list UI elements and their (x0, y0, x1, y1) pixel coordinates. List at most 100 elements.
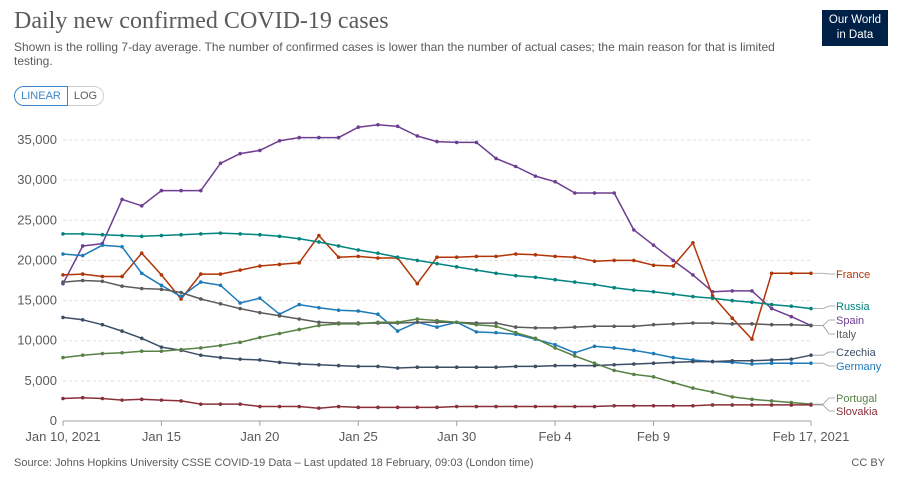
data-point-slovakia (435, 405, 439, 410)
data-point-russia (376, 251, 380, 256)
data-point-france (651, 263, 656, 268)
data-point-france (415, 281, 420, 286)
data-point-france (750, 337, 754, 341)
legend-label-portugal: Portugal (836, 393, 877, 405)
data-point-spain (632, 228, 636, 232)
legend-label-russia: Russia (836, 301, 871, 313)
x-tick-label: Jan 15 (142, 429, 181, 444)
data-point-france (80, 272, 85, 276)
data-point-italy (179, 290, 183, 295)
data-point-portugal (750, 397, 754, 402)
license-link[interactable]: CC BY (851, 457, 885, 469)
data-point-portugal (415, 317, 420, 321)
data-point-czechia (218, 355, 223, 360)
data-point-portugal (120, 350, 124, 355)
x-tick-label: Jan 10, 2021 (25, 429, 100, 444)
data-point-spain (198, 188, 203, 193)
data-point-germany (612, 346, 616, 350)
legend-leader-spain (813, 319, 835, 326)
data-point-germany (80, 253, 85, 258)
data-point-germany (651, 351, 656, 356)
data-point-portugal (238, 340, 242, 345)
data-point-slovakia (258, 404, 262, 409)
data-point-italy (100, 279, 105, 284)
data-point-czechia (809, 353, 813, 357)
data-point-slovakia (553, 404, 557, 409)
data-point-czechia (533, 364, 538, 369)
x-tick-label: Feb 9 (637, 429, 670, 444)
data-point-slovakia (533, 404, 538, 409)
log-scale-button[interactable]: LOG (68, 86, 104, 106)
data-point-germany (61, 252, 65, 256)
data-point-germany (632, 348, 636, 353)
data-point-italy (198, 297, 203, 301)
data-point-germany (336, 308, 341, 313)
legend-label-spain: Spain (836, 315, 864, 327)
data-point-spain (179, 188, 183, 193)
legend-label-czechia: Czechia (836, 347, 877, 359)
data-point-czechia (572, 363, 577, 368)
data-point-germany (395, 329, 400, 333)
data-point-portugal (513, 330, 518, 335)
legend-leader-italy (813, 325, 835, 335)
data-point-germany (572, 350, 577, 355)
data-point-portugal (218, 343, 223, 348)
data-point-spain (80, 244, 85, 248)
data-point-czechia (297, 362, 302, 366)
y-tick-label: 30,000 (17, 172, 57, 187)
data-point-slovakia (612, 403, 616, 408)
legend-label-slovakia: Slovakia (836, 406, 878, 418)
data-point-slovakia (789, 403, 794, 407)
owid-logo[interactable]: Our World in Data (822, 10, 888, 46)
data-point-czechia (238, 357, 242, 361)
data-point-russia (710, 296, 715, 300)
data-point-slovakia (592, 404, 597, 409)
data-point-czechia (750, 358, 754, 363)
data-point-france (612, 258, 616, 263)
data-point-portugal (474, 322, 479, 327)
data-point-russia (61, 232, 65, 236)
x-tick-label: Jan 20 (240, 429, 279, 444)
data-point-germany (474, 330, 479, 334)
data-point-russia (277, 234, 282, 239)
data-point-portugal (80, 353, 85, 357)
data-point-france (671, 264, 676, 268)
data-point-slovakia (474, 404, 479, 409)
data-point-germany (494, 330, 498, 335)
data-point-france (198, 272, 203, 276)
legend-leader-france (813, 272, 835, 275)
data-point-spain (750, 289, 754, 293)
data-point-france (691, 240, 695, 245)
data-point-france (218, 272, 223, 276)
data-point-portugal (553, 346, 557, 350)
data-point-portugal (769, 399, 774, 403)
data-point-czechia (612, 363, 616, 367)
data-point-slovakia (61, 396, 65, 401)
data-point-france (533, 253, 538, 257)
data-point-spain (651, 243, 656, 247)
legend-label-italy: Italy (836, 329, 857, 341)
legend-leader-czechia (813, 351, 835, 356)
data-point-spain (277, 139, 282, 143)
data-point-france (789, 271, 794, 276)
data-point-czechia (415, 365, 420, 370)
data-point-slovakia (395, 405, 400, 410)
y-tick-label: 0 (50, 413, 57, 428)
data-point-slovakia (691, 403, 695, 408)
data-point-portugal (454, 320, 459, 325)
data-point-spain (769, 306, 774, 311)
data-point-slovakia (336, 404, 341, 409)
data-point-czechia (395, 366, 400, 370)
y-tick-label: 10,000 (17, 333, 57, 348)
data-point-germany (789, 361, 794, 365)
linear-scale-button[interactable]: LINEAR (14, 86, 68, 106)
data-point-portugal (494, 324, 498, 329)
data-point-france (730, 316, 735, 321)
data-point-france (494, 254, 498, 259)
data-point-france (632, 258, 636, 263)
data-point-russia (435, 261, 439, 266)
data-point-czechia (553, 363, 557, 368)
data-point-portugal (691, 386, 695, 390)
data-point-portugal (671, 380, 676, 385)
data-point-france (474, 254, 479, 259)
